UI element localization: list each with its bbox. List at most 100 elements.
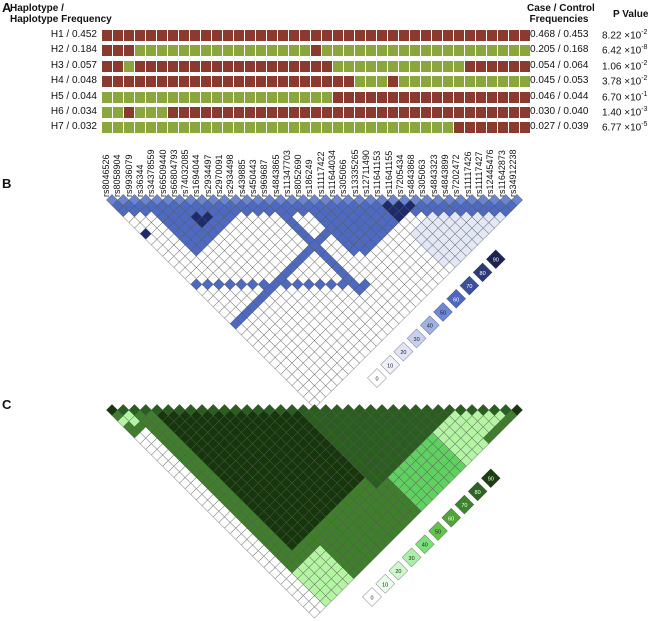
allele-cell [333, 30, 343, 41]
case-control-frequency: 0.045 / 0.053 [530, 75, 589, 87]
allele-cell [256, 91, 266, 103]
legend-b: 0 10 20 30 40 50 60 70 80 90 [367, 249, 506, 388]
allele-cell [223, 91, 233, 103]
allele-cell [377, 76, 387, 88]
legend-label: 10 [387, 363, 393, 369]
legend-label: 0 [375, 377, 378, 383]
ld-plot-b [106, 194, 523, 409]
allele-cell [454, 45, 464, 57]
allele-cell [333, 45, 343, 57]
allele-cell [355, 45, 365, 57]
allele-cell [201, 76, 211, 88]
p-value: 6.70 ×10-1 [602, 91, 647, 103]
allele-cell [223, 30, 233, 41]
allele-cell [443, 76, 453, 88]
allele-cell [399, 122, 409, 134]
allele-cell [157, 45, 167, 57]
allele-cell [520, 30, 530, 41]
allele-cell [355, 60, 365, 72]
allele-cell [179, 91, 189, 103]
allele-cell [256, 60, 266, 72]
allele-cell [355, 122, 365, 134]
allele-cell [124, 30, 134, 41]
haplotype-label: H3 / 0.057 [50, 59, 97, 71]
allele-cell [520, 107, 530, 118]
allele-cell [366, 76, 376, 88]
allele-cell [157, 30, 167, 41]
allele-cell [146, 45, 156, 57]
allele-cell [245, 60, 255, 72]
allele-cell [355, 91, 365, 103]
allele-cell [322, 30, 332, 41]
allele-cell [333, 60, 343, 72]
case-control-frequency: 0.468 / 0.453 [530, 29, 589, 40]
legend-label: 90 [493, 258, 499, 264]
allele-cell [311, 45, 321, 57]
allele-cell [498, 76, 508, 88]
allele-cell [333, 122, 343, 134]
allele-cell [476, 76, 486, 88]
allele-cell [399, 107, 409, 118]
allele-cell [267, 91, 277, 103]
legend-label: 70 [461, 503, 467, 509]
allele-cell [278, 107, 288, 118]
legend-swatch [419, 315, 440, 336]
allele-cell [102, 45, 112, 57]
allele-cell [234, 122, 244, 134]
allele-cell [443, 45, 453, 57]
allele-cell [322, 91, 332, 103]
allele-cell [410, 60, 420, 72]
allele-cell [124, 91, 134, 103]
haplotype-label: H5 / 0.044 [50, 90, 97, 102]
allele-cell [366, 30, 376, 41]
case-control-frequency: 0.205 / 0.168 [530, 44, 589, 56]
allele-cell [399, 45, 409, 57]
allele-cell [432, 45, 442, 57]
allele-cell [212, 91, 222, 103]
allele-cell [300, 76, 310, 88]
allele-cell [289, 91, 299, 103]
allele-cell [421, 60, 431, 72]
p-value-exponent: -8 [641, 44, 648, 52]
p-value-mantissa: 6.70 ×10 [602, 91, 642, 103]
allele-cell [432, 60, 442, 72]
allele-cell [223, 76, 233, 88]
legend-swatch [472, 262, 493, 283]
allele-cell [443, 60, 453, 72]
legend-swatch [459, 275, 480, 296]
allele-cell [344, 107, 354, 118]
p-value: 6.42 ×10-8 [602, 44, 647, 56]
allele-cell [201, 45, 211, 57]
allele-cell [190, 76, 200, 88]
legend-swatch [446, 288, 467, 309]
allele-cell [344, 76, 354, 88]
legend-swatch [393, 341, 414, 362]
p-value-exponent: -2 [641, 29, 648, 36]
allele-cell [135, 76, 145, 88]
allele-cell [487, 91, 497, 103]
allele-cell [223, 122, 233, 134]
allele-cell [124, 76, 134, 88]
allele-cell [212, 30, 222, 41]
allele-cell [190, 60, 200, 72]
allele-cell [289, 76, 299, 88]
allele-cell [454, 91, 464, 103]
allele-cell [410, 76, 420, 88]
haplotype-label: H6 / 0.034 [50, 106, 97, 117]
allele-cell [454, 30, 464, 41]
allele-cell [388, 122, 398, 134]
allele-cell [245, 76, 255, 88]
haplotype-label: H2 / 0.184 [50, 44, 97, 56]
allele-cell [267, 76, 277, 88]
allele-cell [245, 30, 255, 41]
legend-swatch [362, 587, 382, 607]
allele-cell [465, 107, 475, 118]
allele-cell [487, 30, 497, 41]
allele-cell [102, 107, 112, 118]
allele-cell [399, 60, 409, 72]
allele-cell [333, 91, 343, 103]
allele-cell [355, 76, 365, 88]
allele-cell [135, 122, 145, 134]
legend-swatch [367, 368, 387, 388]
